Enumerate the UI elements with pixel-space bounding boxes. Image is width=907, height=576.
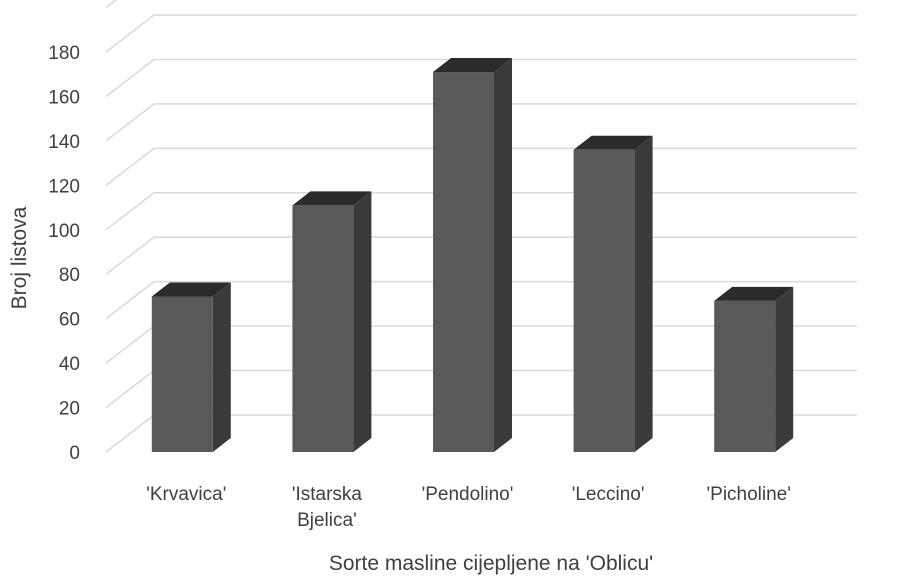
bar-top-2: [433, 58, 512, 73]
bar-4: [714, 286, 794, 452]
bar-top-3: [573, 135, 653, 150]
y-tick-label-1: 20: [59, 399, 80, 420]
y-tick-label-4: 80: [59, 265, 80, 286]
y-tick-label-6: 120: [48, 176, 80, 197]
bar-top-0: [151, 282, 231, 297]
bar-side-1: [353, 191, 372, 452]
gridline-8: [105, 58, 857, 98]
y-tick-label-7: 140: [48, 132, 80, 153]
bar-side-0: [212, 282, 231, 452]
x-tick-label-1: 'Istarska Bjelica': [292, 484, 363, 531]
bars: [151, 58, 794, 453]
y-tick-label-9: 180: [48, 43, 80, 64]
bar-side-2: [494, 58, 512, 453]
bar-front-2: [433, 72, 494, 453]
bar-front-4: [714, 300, 776, 452]
bar-top-4: [714, 286, 794, 301]
bar-front-3: [573, 149, 635, 453]
bar-3: [573, 135, 653, 453]
gridline-9: [105, 14, 857, 53]
x-tick-label-0: 'Krvavica': [146, 484, 226, 505]
gridline-10: [105, 0, 118, 9]
gridline-7: [105, 103, 857, 142]
bar-2: [433, 58, 512, 453]
x-tick-label-4: 'Picholine': [707, 484, 791, 505]
y-axis-title: Broj listova: [8, 206, 31, 309]
bar-0: [151, 282, 231, 452]
gridlines: [105, 0, 857, 453]
bar-side-4: [775, 286, 794, 452]
x-tick-label-2: 'Pendolino': [422, 484, 514, 505]
y-tick-label-2: 40: [59, 354, 80, 375]
y-tick-label-0: 0: [69, 443, 80, 464]
y-tick-label-8: 160: [48, 87, 80, 108]
bar-front-0: [151, 296, 213, 452]
bar-1: [292, 191, 372, 452]
y-axis-ticks: 0 20 40 60 80 100 120 140 160 180: [48, 43, 80, 464]
bar-front-1: [292, 205, 354, 452]
x-axis-title: Sorte masline cijepljene na 'Oblicu': [329, 552, 653, 575]
y-tick-label-5: 100: [48, 221, 80, 242]
x-tick-label-3: 'Leccino': [572, 484, 645, 505]
bar-top-1: [292, 191, 372, 206]
x-axis-ticks: 'Krvavica' 'Istarska Bjelica' 'Pendolino' 'L…: [146, 484, 791, 531]
y-tick-label-3: 60: [59, 310, 80, 331]
bar-side-3: [634, 135, 653, 453]
